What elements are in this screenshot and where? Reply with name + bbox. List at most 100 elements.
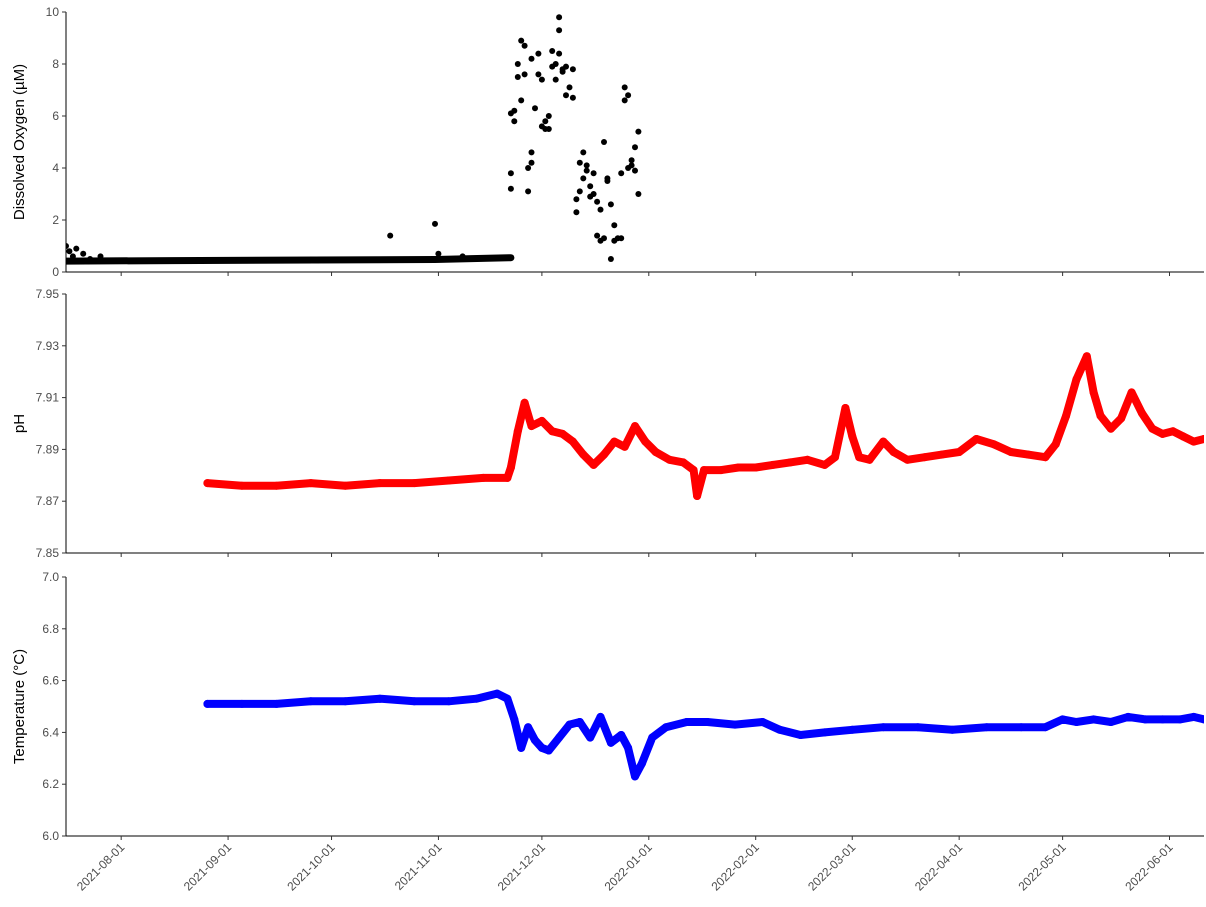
plot-area xyxy=(203,689,1204,781)
data-point xyxy=(758,718,767,726)
data-point xyxy=(237,481,246,490)
data-point xyxy=(617,731,626,739)
x-tick-label: 2021-10-01 xyxy=(284,840,338,894)
data-point xyxy=(731,720,739,729)
data-point xyxy=(618,235,625,242)
data-point xyxy=(545,113,552,119)
y-tick-label: 6.2 xyxy=(42,777,59,791)
x-tick-label: 2022-05-01 xyxy=(1015,840,1069,894)
data-point xyxy=(662,723,670,732)
data-point xyxy=(507,170,514,177)
data-point xyxy=(272,699,281,708)
data-point xyxy=(587,183,594,190)
data-point xyxy=(589,460,598,469)
x-tick-label: 2022-02-01 xyxy=(709,840,763,894)
data-point xyxy=(555,733,564,742)
data-point xyxy=(803,455,812,464)
y-tick-label: 6.8 xyxy=(42,622,59,636)
data-point xyxy=(87,256,94,262)
data-point xyxy=(556,14,563,21)
y-tick-label: 7.95 xyxy=(36,287,60,301)
data-point xyxy=(387,232,394,239)
data-point xyxy=(479,473,488,482)
data-point xyxy=(889,448,898,456)
data-point xyxy=(545,126,552,132)
data-point xyxy=(556,27,563,34)
plot-area xyxy=(203,352,1204,500)
data-point xyxy=(435,250,442,257)
data-point xyxy=(493,689,502,698)
y-tick-label: 4 xyxy=(52,161,59,175)
x-tick-label: 2022-03-01 xyxy=(805,840,859,894)
data-point xyxy=(879,437,888,446)
data-point xyxy=(972,435,981,443)
data-point xyxy=(580,175,587,182)
data-point xyxy=(820,728,829,737)
data-point xyxy=(563,92,569,99)
data-point xyxy=(689,466,698,475)
y-tick-label: 2 xyxy=(52,213,59,227)
data-point xyxy=(583,162,590,169)
y-tick-label: 10 xyxy=(46,5,60,19)
data-point xyxy=(537,743,546,752)
data-point xyxy=(903,455,912,464)
data-point xyxy=(524,723,533,732)
temperature-panel: 6.0 6.2 6.4 6.6 6.8 7.0 2021-08-01 2021-09-01 20… xyxy=(11,570,1204,894)
data-point xyxy=(628,157,635,164)
data-point xyxy=(913,723,922,732)
data-point xyxy=(237,699,246,708)
data-point xyxy=(665,455,674,464)
data-point xyxy=(820,460,829,469)
data-point xyxy=(786,458,795,467)
data-point xyxy=(1200,715,1204,724)
data-point xyxy=(596,712,605,721)
data-point xyxy=(1041,453,1050,462)
y-tick-label: 7.93 xyxy=(36,339,60,353)
data-point xyxy=(768,460,777,469)
data-point xyxy=(459,253,466,260)
data-point xyxy=(679,458,688,467)
data-point xyxy=(507,185,514,192)
data-point xyxy=(607,201,614,208)
data-point xyxy=(535,71,542,78)
data-point xyxy=(513,427,522,436)
data-point xyxy=(1062,411,1071,420)
data-point xyxy=(80,250,87,257)
data-point xyxy=(542,118,549,125)
data-point xyxy=(621,84,628,91)
data-point xyxy=(69,253,76,260)
data-point xyxy=(848,432,857,441)
data-point xyxy=(569,66,576,73)
data-point xyxy=(538,76,545,83)
data-point xyxy=(601,139,607,145)
data-point xyxy=(535,50,542,57)
data-point xyxy=(1179,432,1188,441)
data-point xyxy=(432,220,438,227)
data-point xyxy=(632,144,638,151)
data-point xyxy=(1127,388,1136,397)
y-tick-label: 6.6 xyxy=(42,674,59,688)
data-point xyxy=(1051,440,1060,449)
data-point xyxy=(632,167,638,174)
data-point xyxy=(625,92,632,99)
data-point xyxy=(272,481,281,490)
data-point xyxy=(203,699,212,708)
x-tick-label: 2021-08-01 xyxy=(74,840,128,894)
data-point xyxy=(848,725,857,734)
data-point xyxy=(532,105,538,112)
data-point xyxy=(628,162,635,169)
data-point xyxy=(610,437,619,446)
data-point xyxy=(1106,424,1115,433)
x-tick-label: 2022-06-01 xyxy=(1122,840,1176,894)
data-point xyxy=(1137,409,1146,418)
data-point xyxy=(66,243,69,249)
data-point xyxy=(521,42,528,49)
y-tick-label: 8 xyxy=(52,57,59,71)
data-point xyxy=(635,191,642,197)
data-point xyxy=(796,731,805,739)
data-point xyxy=(66,248,73,255)
data-point xyxy=(641,437,650,446)
y-tick-label: 7.87 xyxy=(36,494,60,508)
data-point xyxy=(631,422,639,431)
